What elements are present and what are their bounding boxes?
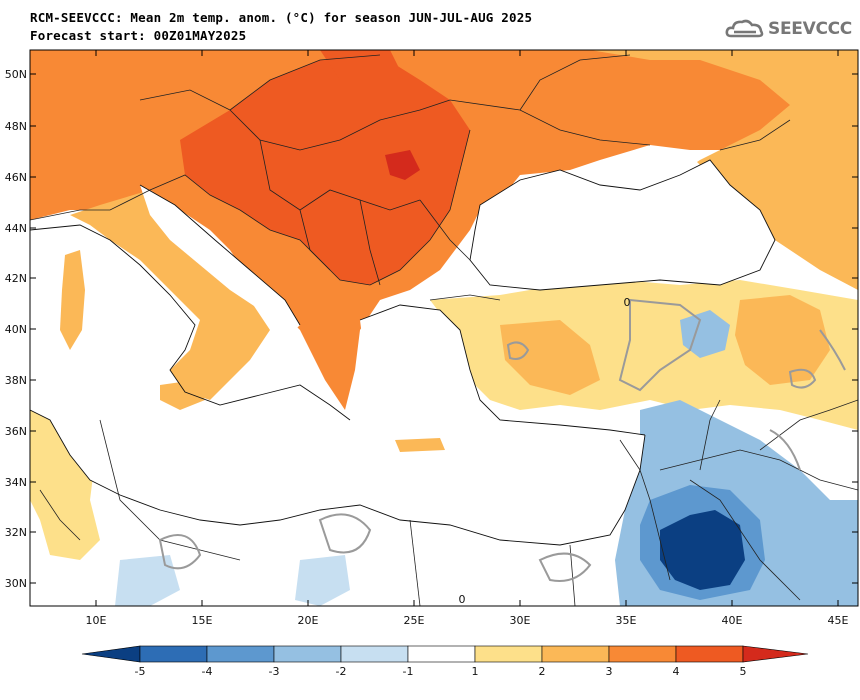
colorbar-label: 1 xyxy=(472,665,479,678)
island-corsica-sardinia xyxy=(60,250,85,350)
chart-title: RCM-SEEVCCC: Mean 2m temp. anom. (°C) fo… xyxy=(30,10,533,25)
region-cold-libya xyxy=(115,555,180,606)
y-tick-label: 32N xyxy=(5,526,27,539)
x-tick-label: 40E xyxy=(722,614,743,627)
colorbar-label: -5 xyxy=(135,665,146,678)
colorbar-label: -3 xyxy=(269,665,280,678)
coastlines xyxy=(30,159,776,546)
colorbar-bin xyxy=(407,645,476,663)
logo-text: SEEVCCC xyxy=(768,19,852,39)
colorbar-bin xyxy=(206,645,275,663)
y-tick-label: 42N xyxy=(5,272,27,285)
contour-label: 0 xyxy=(624,296,631,309)
region-cold-turkey xyxy=(680,310,730,358)
region-cold-egypt xyxy=(295,555,350,606)
sea-adriatic xyxy=(140,185,300,335)
forecast-start-label: Forecast start: 00Z01MAY2025 xyxy=(30,28,247,43)
colorbar-label: -4 xyxy=(202,665,213,678)
island-sicily xyxy=(160,380,205,410)
map-field xyxy=(30,50,858,606)
x-tick-label: 45E xyxy=(828,614,849,627)
colorbar: -5 -4 -3 -2 -1 1 2 3 4 5 xyxy=(81,645,809,678)
y-tick-label: 46N xyxy=(5,171,27,184)
colorbar-label: -1 xyxy=(403,665,414,678)
x-tick-label: 15E xyxy=(192,614,213,627)
x-tick-label: 30E xyxy=(510,614,531,627)
region-cold-core xyxy=(660,510,745,590)
y-axis-labels: 50N 48N 46N 44N 42N 40N 38N 36N 34N 32N … xyxy=(5,68,27,590)
colorbar-bin xyxy=(474,645,543,663)
colorbar-label: 4 xyxy=(673,665,680,678)
colorbar-bin xyxy=(340,645,409,663)
region-warm-east-anatolia xyxy=(735,295,830,385)
sea-aegean xyxy=(360,305,480,410)
region-warm-italy xyxy=(70,190,270,400)
colorbar-bin xyxy=(608,645,677,663)
map-frame xyxy=(29,49,859,607)
region-hot-core xyxy=(385,150,420,180)
y-tick-label: 48N xyxy=(5,120,27,133)
y-tick-label: 44N xyxy=(5,222,27,235)
y-tick-label: 36N xyxy=(5,425,27,438)
colorbar-label: 5 xyxy=(740,665,747,678)
colorbar-low-arrow xyxy=(81,645,141,663)
x-tick-label: 35E xyxy=(616,614,637,627)
seevccc-logo: SEEVCCC xyxy=(725,18,852,40)
y-tick-label: 40N xyxy=(5,323,27,336)
region-warm-anatolia-west xyxy=(500,320,600,395)
colorbar-bin xyxy=(273,645,342,663)
x-tick-label: 10E xyxy=(86,614,107,627)
colorbar-label: -2 xyxy=(336,665,347,678)
zero-contours xyxy=(158,298,846,582)
x-tick-label: 25E xyxy=(404,614,425,627)
colorbar-label: 3 xyxy=(606,665,613,678)
cloud-logo-icon xyxy=(725,19,764,38)
island-crete xyxy=(395,438,445,452)
x-tick-label: 20E xyxy=(298,614,319,627)
colorbar-high-arrow xyxy=(742,645,809,663)
y-tick-label: 30N xyxy=(5,577,27,590)
colorbar-bin xyxy=(541,645,610,663)
y-tick-label: 34N xyxy=(5,476,27,489)
region-hot-balkans xyxy=(180,55,470,285)
x-axis-labels: 10E 15E 20E 25E 30E 35E 40E 45E xyxy=(86,614,849,627)
sea-black xyxy=(470,160,775,290)
colorbar-label: 2 xyxy=(539,665,546,678)
colorbar-bin xyxy=(139,645,208,663)
region-hot-north xyxy=(320,50,400,85)
region-warm-east xyxy=(590,50,858,290)
colorbar-bin xyxy=(675,645,744,663)
sea-mediterranean xyxy=(30,225,645,545)
y-tick-label: 50N xyxy=(5,68,27,81)
axis-ticks xyxy=(30,50,858,606)
y-tick-label: 38N xyxy=(5,374,27,387)
contour-label: 0 xyxy=(459,593,466,606)
sea-caspian-edge xyxy=(600,155,710,195)
